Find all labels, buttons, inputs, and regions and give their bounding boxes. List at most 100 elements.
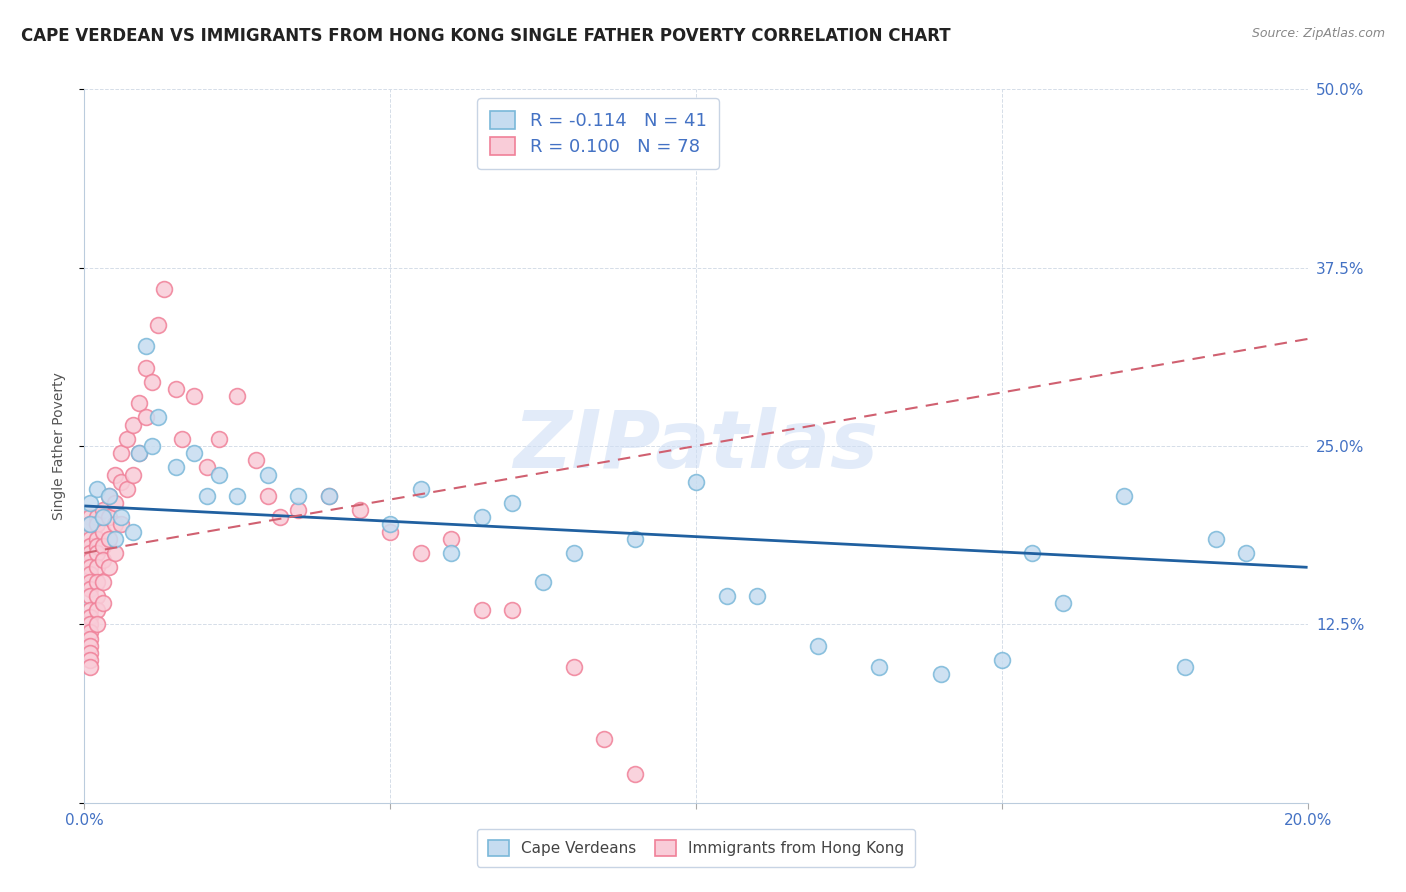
Point	[110, 510, 132, 524]
Point	[135, 339, 157, 353]
Point	[79, 553, 101, 567]
Point	[257, 467, 280, 482]
Point	[128, 396, 150, 410]
Point	[380, 524, 402, 539]
Point	[79, 589, 101, 603]
Point	[104, 517, 127, 532]
Point	[86, 617, 108, 632]
Point	[409, 482, 432, 496]
Point	[128, 446, 150, 460]
Point	[115, 482, 138, 496]
Point	[79, 539, 101, 553]
Point	[349, 503, 371, 517]
Point	[86, 603, 108, 617]
Point	[562, 660, 585, 674]
Point	[110, 446, 132, 460]
Point	[562, 546, 585, 560]
Point	[1205, 532, 1227, 546]
Point	[146, 410, 169, 425]
Point	[208, 467, 231, 482]
Point	[86, 517, 108, 532]
Point	[79, 617, 101, 632]
Point	[104, 532, 127, 546]
Point	[624, 767, 647, 781]
Point	[318, 489, 340, 503]
Point	[226, 389, 249, 403]
Point	[685, 475, 707, 489]
Point	[91, 574, 114, 589]
Point	[318, 489, 340, 503]
Point	[79, 653, 101, 667]
Point	[79, 567, 101, 582]
Point	[747, 589, 769, 603]
Point	[195, 489, 218, 503]
Point	[128, 446, 150, 460]
Point	[471, 510, 494, 524]
Point	[593, 731, 616, 746]
Point	[869, 660, 891, 674]
Legend: Cape Verdeans, Immigrants from Hong Kong: Cape Verdeans, Immigrants from Hong Kong	[477, 830, 915, 866]
Point	[86, 510, 108, 524]
Point	[86, 482, 108, 496]
Point	[79, 560, 101, 574]
Point	[165, 382, 187, 396]
Point	[226, 489, 249, 503]
Point	[79, 632, 101, 646]
Point	[409, 546, 432, 560]
Point	[471, 603, 494, 617]
Point	[183, 446, 205, 460]
Point	[86, 546, 108, 560]
Point	[110, 475, 132, 489]
Point	[135, 360, 157, 375]
Point	[79, 517, 101, 532]
Point	[104, 546, 127, 560]
Point	[79, 496, 101, 510]
Point	[141, 439, 163, 453]
Point	[79, 510, 101, 524]
Point	[97, 560, 120, 574]
Point	[79, 574, 101, 589]
Point	[122, 467, 145, 482]
Point	[208, 432, 231, 446]
Point	[287, 503, 309, 517]
Point	[86, 532, 108, 546]
Point	[97, 489, 120, 503]
Point	[991, 653, 1014, 667]
Point	[287, 489, 309, 503]
Point	[97, 532, 120, 546]
Point	[79, 582, 101, 596]
Point	[86, 574, 108, 589]
Point	[110, 517, 132, 532]
Point	[1114, 489, 1136, 503]
Point	[624, 532, 647, 546]
Point	[172, 432, 194, 446]
Point	[269, 510, 291, 524]
Point	[135, 410, 157, 425]
Point	[91, 524, 114, 539]
Point	[146, 318, 169, 332]
Point	[79, 624, 101, 639]
Point	[183, 389, 205, 403]
Point	[79, 546, 101, 560]
Point	[502, 603, 524, 617]
Point	[440, 546, 463, 560]
Text: Source: ZipAtlas.com: Source: ZipAtlas.com	[1251, 27, 1385, 40]
Text: ZIPatlas: ZIPatlas	[513, 407, 879, 485]
Point	[1174, 660, 1197, 674]
Point	[79, 610, 101, 624]
Point	[716, 589, 738, 603]
Text: CAPE VERDEAN VS IMMIGRANTS FROM HONG KONG SINGLE FATHER POVERTY CORRELATION CHAR: CAPE VERDEAN VS IMMIGRANTS FROM HONG KON…	[21, 27, 950, 45]
Point	[1236, 546, 1258, 560]
Point	[115, 432, 138, 446]
Point	[79, 646, 101, 660]
Point	[97, 489, 120, 503]
Point	[91, 503, 114, 517]
Point	[122, 524, 145, 539]
Point	[195, 460, 218, 475]
Point	[122, 417, 145, 432]
Point	[440, 532, 463, 546]
Point	[153, 282, 176, 296]
Point	[502, 496, 524, 510]
Point	[86, 589, 108, 603]
Y-axis label: Single Father Poverty: Single Father Poverty	[52, 372, 66, 520]
